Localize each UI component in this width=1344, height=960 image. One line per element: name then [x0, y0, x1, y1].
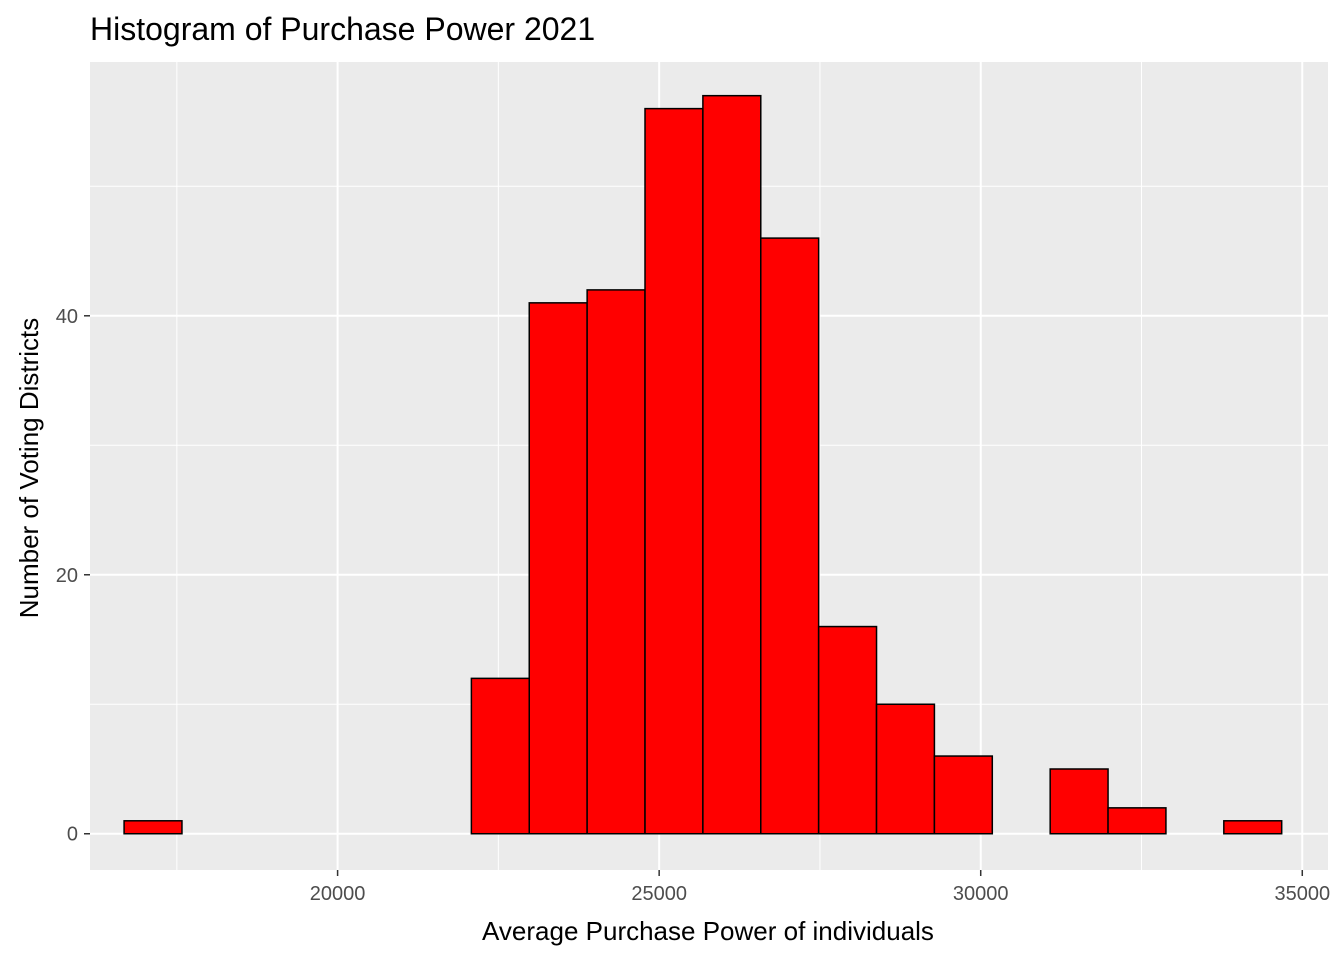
histogram-bars [123, 94, 1283, 835]
x-tick-label: 25000 [631, 883, 687, 905]
histogram-bar [528, 302, 588, 835]
histogram-bar [875, 703, 936, 835]
x-tick-label: 35000 [1274, 883, 1330, 905]
histogram-bar [123, 820, 183, 835]
y-tick-label: 40 [56, 306, 78, 328]
y-tick-label: 0 [67, 824, 78, 846]
x-axis-title: Average Purchase Power of individuals [482, 916, 934, 946]
histogram-bar [1107, 807, 1167, 835]
chart-title: Histogram of Purchase Power 2021 [90, 11, 595, 47]
histogram-bar [1223, 820, 1283, 835]
histogram-bar [760, 237, 820, 835]
histogram-bar [470, 677, 530, 835]
y-axis-ticks: 0 20 40 [56, 306, 90, 846]
histogram-bar [702, 94, 762, 835]
histogram-bar [817, 625, 878, 835]
x-tick-label: 20000 [310, 883, 366, 905]
histogram-bar [644, 107, 704, 835]
histogram-bar [933, 755, 994, 835]
histogram-bar [1049, 768, 1109, 835]
histogram-bar [586, 289, 646, 835]
y-tick-label: 20 [56, 565, 78, 587]
x-tick-label: 30000 [953, 883, 1009, 905]
x-axis-ticks: 20000 25000 30000 35000 [310, 870, 1330, 905]
y-axis-title: Number of Voting Districts [14, 318, 44, 619]
